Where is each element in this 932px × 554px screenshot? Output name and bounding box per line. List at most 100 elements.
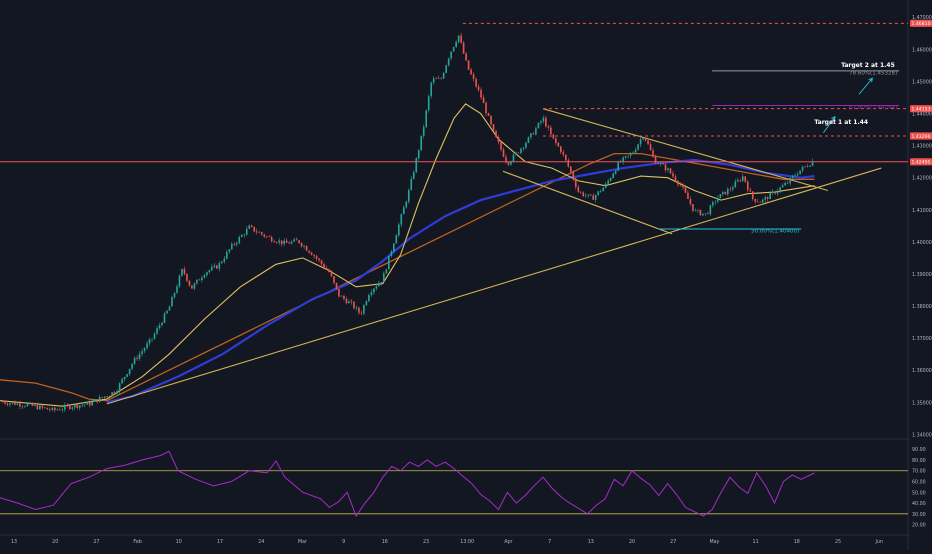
candle-body [440, 78, 442, 79]
candle-body [462, 42, 465, 54]
candle-body [647, 140, 649, 145]
candle-body [395, 235, 398, 244]
candle-body [420, 135, 423, 151]
candle-body [71, 407, 74, 409]
candle-body [619, 161, 622, 163]
candle-body [240, 234, 243, 237]
candle-body [669, 168, 672, 174]
candle-body [774, 191, 776, 194]
candle-body [447, 58, 450, 66]
candle-body [452, 46, 455, 52]
x-tick-label: 13 [11, 539, 17, 545]
candle-body [258, 232, 261, 233]
candle-body [335, 282, 338, 289]
candle-body [270, 236, 273, 242]
candle-body [667, 168, 669, 171]
candle-body [280, 240, 283, 245]
candle-body [230, 243, 233, 250]
x-tick-label: 20 [629, 539, 635, 545]
y-tick-label: 1.41000 [912, 208, 932, 214]
candle-body [101, 397, 104, 398]
candle-body [400, 214, 403, 225]
candle-body [654, 156, 657, 164]
candle-body [560, 146, 562, 153]
candle-body [465, 53, 467, 61]
candle-body [146, 343, 148, 349]
candle-body [378, 283, 380, 287]
candle-body [283, 240, 285, 245]
candle-body [727, 189, 729, 195]
candle-body [791, 175, 794, 178]
candle-body [313, 255, 315, 257]
candle-body [495, 130, 497, 138]
candle-body [303, 246, 305, 247]
candle-body [627, 155, 629, 157]
candle-body [510, 161, 512, 165]
price-label-text: 1.46810 [912, 21, 931, 27]
candle-body [759, 201, 762, 203]
candle-body [156, 328, 158, 334]
candle-body [128, 368, 131, 375]
candle-body [435, 78, 438, 80]
candle-body [44, 407, 46, 409]
fib-level-label-0: 78.60%(1.45328) [849, 70, 897, 76]
candle-body [343, 295, 345, 299]
candle-body [4, 402, 6, 404]
y-tick-label: 1.43000 [912, 144, 932, 150]
candle-body [699, 209, 702, 216]
candle-body [736, 180, 739, 182]
candle-body [61, 409, 64, 411]
candle-body [385, 269, 388, 274]
candle-body [370, 292, 373, 296]
x-tick-label: 25 [835, 539, 841, 545]
trendline-1[interactable] [542, 108, 829, 192]
candle-body [545, 117, 547, 127]
candle-body [697, 209, 699, 211]
candle-body [672, 173, 674, 177]
candle-body [308, 250, 310, 253]
fib-level-label-1: 61.80%(1.44254) [849, 105, 897, 111]
x-tick-label: Feb [133, 539, 142, 545]
candle-body [457, 35, 460, 42]
candle-body [186, 273, 188, 281]
rsi-y-tick-label: 70.00 [912, 469, 926, 475]
candle-body [502, 149, 505, 157]
candle-body [592, 195, 595, 200]
candle-body [412, 172, 415, 179]
x-tick-label: 9 [342, 539, 345, 545]
candle-body [116, 391, 118, 394]
candle-body [54, 407, 56, 411]
x-tick-label: 10 [176, 539, 182, 545]
candle-body [323, 264, 325, 268]
candle-body [298, 240, 300, 244]
candle-body [118, 383, 121, 392]
candle-body [689, 199, 692, 205]
candle-body [365, 301, 368, 306]
candle-body [430, 82, 433, 97]
trendline-0[interactable] [106, 167, 882, 405]
candle-body [629, 153, 632, 156]
candle-body [263, 234, 266, 237]
candle-body [799, 170, 801, 175]
candle-body [171, 297, 173, 307]
candle-body [547, 126, 550, 128]
candle-body [622, 157, 624, 162]
candle-body [151, 338, 153, 340]
candle-body [567, 160, 570, 167]
candle-body [809, 165, 811, 167]
candle-body [143, 348, 146, 352]
candle-body [517, 152, 520, 154]
trendline-2[interactable] [502, 170, 673, 235]
candle-body [363, 305, 365, 314]
price-label-text: 1.42495 [912, 160, 931, 166]
candle-body [405, 201, 408, 208]
candle-body [293, 239, 295, 242]
candle-body [599, 191, 602, 192]
candle-body [216, 265, 218, 269]
candle-body [482, 97, 485, 104]
candle-body [106, 396, 108, 398]
candle-body [348, 301, 350, 304]
candle-body [278, 240, 280, 243]
candle-body [358, 307, 360, 313]
